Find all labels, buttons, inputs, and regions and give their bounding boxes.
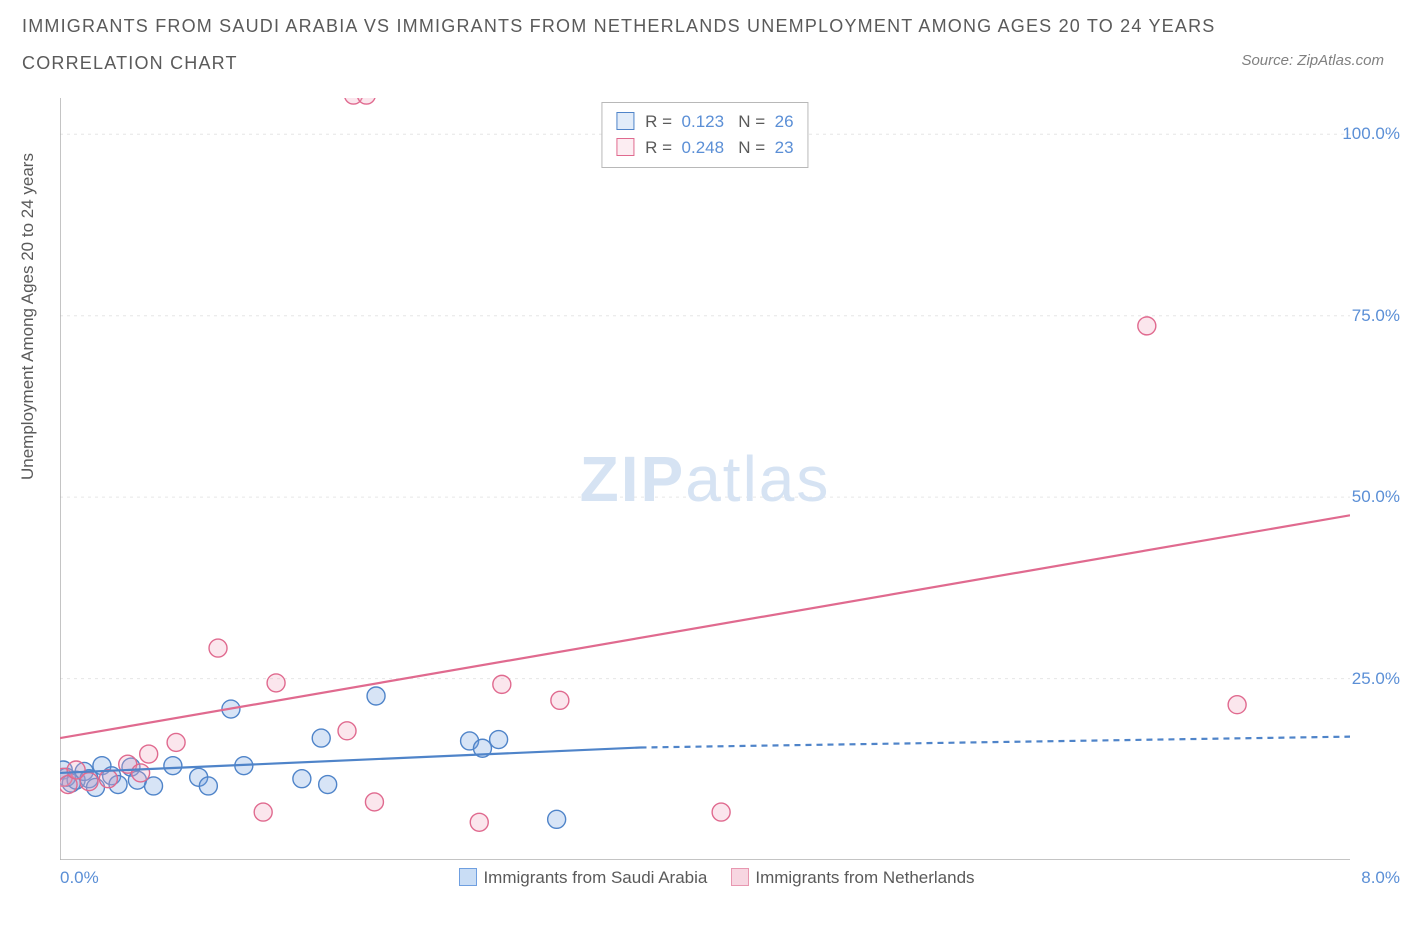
- source-label: Source: ZipAtlas.com: [1241, 52, 1384, 69]
- series-legend: Immigrants from Saudi Arabia Immigrants f…: [60, 868, 1350, 888]
- correlation-legend: R = 0.123 N = 26 R = 0.248 N = 23: [601, 102, 808, 168]
- legend-row: R = 0.248 N = 23: [616, 135, 793, 161]
- y-tick-label: 25.0%: [1352, 669, 1400, 689]
- chart-title-line1: IMMIGRANTS FROM SAUDI ARABIA VS IMMIGRAN…: [22, 16, 1384, 37]
- legend-row: R = 0.123 N = 26: [616, 109, 793, 135]
- y-tick-label: 75.0%: [1352, 306, 1400, 326]
- legend-series-label: Immigrants from Netherlands: [755, 868, 974, 887]
- y-tick-label: 100.0%: [1342, 124, 1400, 144]
- legend-swatch: [459, 868, 477, 886]
- chart-plot-area: ZIPatlas R = 0.123 N = 26 R = 0.248 N = …: [60, 98, 1350, 860]
- chart-title-line2: CORRELATION CHART: [22, 53, 1384, 74]
- legend-series-label: Immigrants from Saudi Arabia: [483, 868, 707, 887]
- y-tick-label: 50.0%: [1352, 487, 1400, 507]
- x-axis-max-label: 8.0%: [1361, 868, 1400, 888]
- y-axis-label: Unemployment Among Ages 20 to 24 years: [18, 153, 38, 480]
- legend-swatch: [731, 868, 749, 886]
- scatter-chart-svg: [60, 98, 1350, 860]
